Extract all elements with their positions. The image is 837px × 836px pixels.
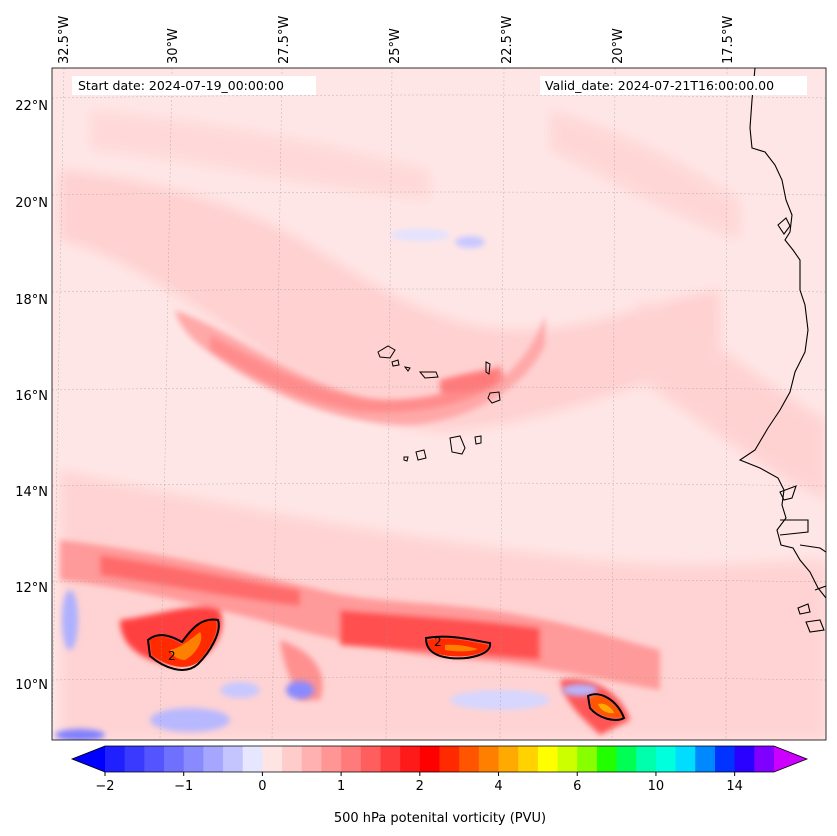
start-date-label: Start date: 2024-07-19_00:00:00 [72,76,316,95]
colorbar-tick-label: 1 [337,779,345,794]
colorbar-segment [301,746,322,772]
colorbar-segment [419,746,440,772]
colorbar-under-arrow [72,746,105,772]
colorbar-tick-label: 14 [726,779,743,794]
pv-maxima [150,620,622,718]
map-frame [51,67,827,741]
colorbar-segment [459,746,480,772]
colorbar-segment [144,746,165,772]
colorbar-segment [242,746,263,772]
latitude-label: 16°N [15,389,48,404]
longitude-label: 27.5°W [277,16,292,64]
colorbar-tick-label: 6 [573,779,581,794]
longitude-label: 25°W [388,28,403,64]
colorbar-tick-label: 0 [258,779,266,794]
longitude-label: 17.5°W [721,16,736,64]
map-panel: 2 2 [52,68,826,740]
colorbar-tick-label: 2 [416,779,424,794]
cape-verde-islands [377,345,501,462]
latitude-label: 20°N [15,196,48,211]
colorbar-segment [754,746,775,772]
colorbar-segment [655,746,677,772]
longitude-label: 22.5°W [500,16,515,64]
colorbar-segment [321,746,342,772]
colorbar-segment [124,746,145,772]
colorbar-segment [439,746,460,772]
colorbar-segment [557,746,578,772]
contour-label: 2 [434,635,442,649]
colorbar-segment [498,746,519,772]
colorbar-tick-label: −1 [174,779,193,794]
pv-negative-blobs [55,229,598,740]
colorbar-tick-label: 10 [648,779,665,794]
longitude-label: 20°W [611,28,626,64]
colorbar-segment [695,746,716,772]
latitude-label: 18°N [15,293,48,308]
colorbar-segment [400,746,421,772]
latitude-label: 12°N [15,581,48,596]
pv-band-12n [60,540,660,735]
colorbar-tick-label: −2 [95,779,114,794]
colorbar-tick-label: 4 [494,779,502,794]
contour-label: 2 [168,649,176,663]
colorbar-segment [282,746,303,772]
colorbar-segment [675,746,696,772]
colorbar-ticks: −2 −1 0 1 2 4 6 10 14 [95,772,743,794]
latitude-label: 14°N [15,485,48,500]
african-coastline [738,68,826,633]
colorbar-segment [537,746,559,772]
colorbar-segment [478,746,500,772]
colorbar-segment [341,746,362,772]
colorbar [70,745,809,773]
colorbar-segment [734,746,755,772]
colorbar-segment [183,746,204,772]
colorbar-segment [636,746,657,772]
colorbar-segment [616,746,637,772]
colorbar-label: 500 hPa potenital vorticity (PVU) [334,811,546,826]
valid-date-label: Valid_date: 2024-07-21T16:00:00.00 [540,76,807,95]
colorbar-over-arrow [774,746,807,772]
colorbar-segment [203,746,224,772]
pv-streamer-16n [175,310,545,425]
latitude-label: 10°N [15,678,48,693]
colorbar-segment [223,746,244,772]
colorbar-segment [714,746,736,772]
graticule [52,68,826,740]
pv-2pvu-contours [146,618,626,721]
latitude-label: 22°N [15,99,48,114]
colorbar-segment [262,746,283,772]
longitude-label: 32.5°W [57,16,72,64]
colorbar-segment [577,746,598,772]
colorbar-segment [360,746,381,772]
latitude-labels: 22°N 20°N 18°N 16°N 14°N 12°N 10°N [15,99,48,693]
longitude-label: 30°W [166,28,181,64]
colorbar-segment [596,746,618,772]
longitude-labels: 32.5°W 30°W 27.5°W 25°W 22.5°W 20°W 17.5… [57,16,736,64]
colorbar-segment [380,746,401,772]
colorbar-segment [164,746,185,772]
colorbar-segment [105,746,126,772]
colorbar-segment [518,746,539,772]
